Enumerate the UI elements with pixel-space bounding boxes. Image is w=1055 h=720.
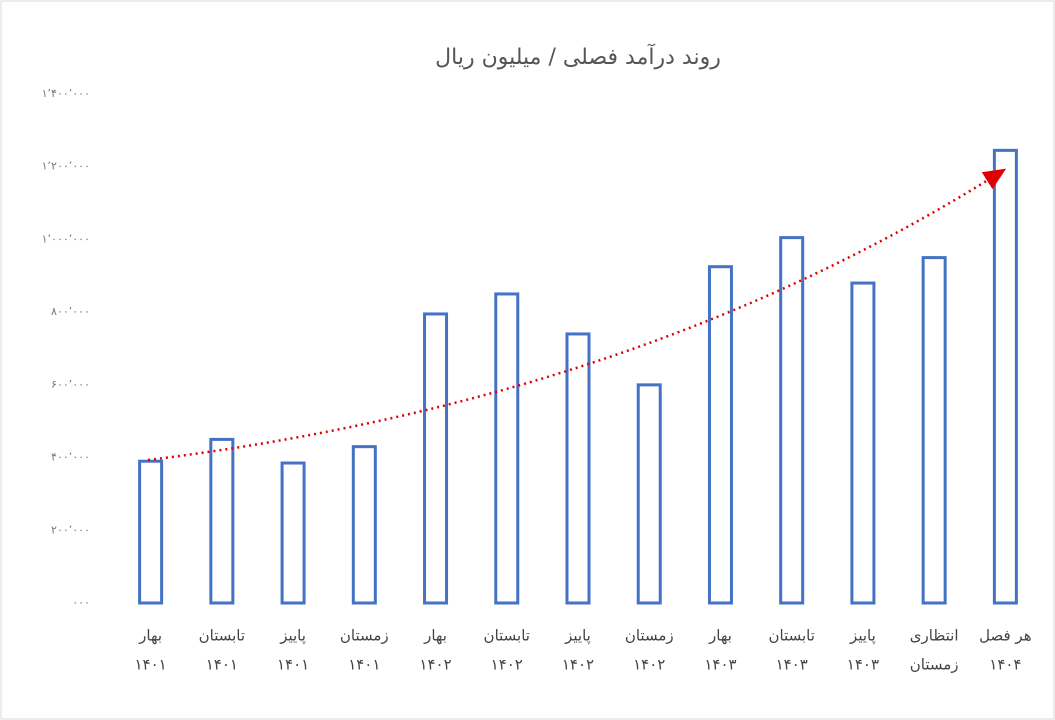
- y-tick-label: ۸۰۰٬۰۰۰: [51, 305, 90, 318]
- y-tick-label: ۱٬۰۰۰٬۰۰۰: [42, 232, 90, 245]
- x-tick-label: زمستان: [625, 627, 674, 645]
- x-tick-label: تابستان: [484, 627, 530, 645]
- x-tick-label: ۱۴۰۲: [491, 656, 523, 674]
- x-tick-label: ۱۴۰۱: [348, 656, 380, 674]
- x-tick-label: تابستان: [199, 627, 245, 645]
- x-tick-label: پاییز: [279, 627, 306, 646]
- chart-title: روند درآمد فصلی / میلیون ریال: [435, 43, 721, 70]
- x-tick-label: انتظاری: [910, 627, 959, 645]
- y-tick-label: ۰۰۰: [72, 596, 90, 609]
- bar: [850, 281, 876, 605]
- y-tick-label: ۲۰۰٬۰۰۰: [51, 523, 90, 536]
- bar: [565, 332, 591, 605]
- bar: [779, 236, 805, 605]
- x-tick-label: ۱۴۰۳: [847, 656, 879, 674]
- x-tick-label: زمستان: [910, 656, 959, 674]
- x-tick-label: ۱۴۰۳: [776, 656, 808, 674]
- x-tick-label: بهار: [423, 627, 447, 645]
- x-tick-label: ۱۴۰۱: [206, 656, 238, 674]
- x-tick-label: پاییز: [564, 627, 591, 646]
- bar: [423, 312, 449, 605]
- bar: [209, 437, 235, 605]
- x-tick-label: هر فصل: [979, 627, 1032, 645]
- x-tick-label: ۱۴۰۱: [134, 656, 166, 674]
- bar: [921, 256, 947, 605]
- bar: [351, 445, 377, 605]
- x-tick-label: ۱۴۰۲: [633, 656, 665, 674]
- bar: [280, 461, 306, 605]
- x-tick-label: ۱۴۰۳: [704, 656, 736, 674]
- x-tick-label: پاییز: [849, 627, 876, 646]
- x-tick-label: بهار: [708, 627, 732, 645]
- y-tick-label: ۶۰۰٬۰۰۰: [51, 378, 90, 391]
- x-tick-label: زمستان: [340, 627, 389, 645]
- bar: [138, 459, 164, 605]
- bar: [636, 383, 662, 605]
- x-tick-label: ۱۴۰۲: [419, 656, 451, 674]
- x-tick-label: ۱۴۰۱: [277, 656, 309, 674]
- y-tick-label: ۴۰۰٬۰۰۰: [51, 451, 90, 464]
- x-tick-label: ۱۴۰۴: [989, 656, 1021, 674]
- bar: [707, 265, 733, 605]
- y-tick-label: ۱٬۴۰۰٬۰۰۰: [42, 87, 90, 100]
- x-tick-label: بهار: [138, 627, 162, 645]
- bar: [992, 148, 1018, 605]
- x-tick-label: ۱۴۰۲: [562, 656, 594, 674]
- y-tick-label: ۱٬۲۰۰٬۰۰۰: [42, 160, 90, 173]
- bar: [494, 292, 520, 605]
- x-tick-label: تابستان: [768, 627, 814, 645]
